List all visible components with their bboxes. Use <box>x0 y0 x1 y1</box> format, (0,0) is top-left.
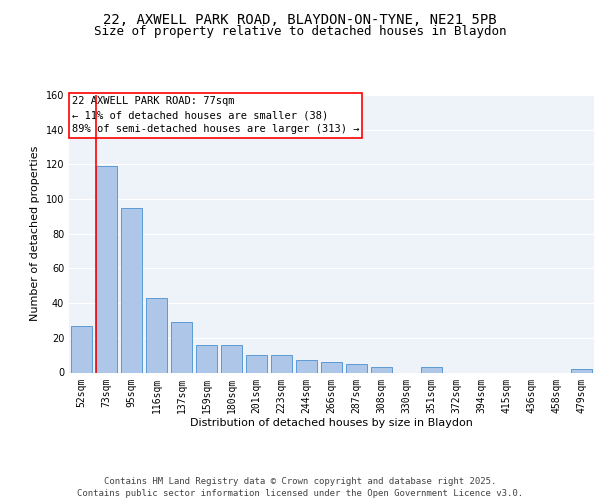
Text: Size of property relative to detached houses in Blaydon: Size of property relative to detached ho… <box>94 25 506 38</box>
Bar <box>171 322 192 372</box>
Y-axis label: Number of detached properties: Number of detached properties <box>30 146 40 322</box>
Bar <box>96 166 117 372</box>
Bar <box>421 368 442 372</box>
Bar <box>321 362 342 372</box>
Bar <box>121 208 142 372</box>
Text: 22, AXWELL PARK ROAD, BLAYDON-ON-TYNE, NE21 5PB: 22, AXWELL PARK ROAD, BLAYDON-ON-TYNE, N… <box>103 12 497 26</box>
Text: Contains HM Land Registry data © Crown copyright and database right 2025.
Contai: Contains HM Land Registry data © Crown c… <box>77 476 523 498</box>
Bar <box>371 368 392 372</box>
Bar <box>346 364 367 372</box>
Bar <box>246 355 267 372</box>
Bar <box>271 355 292 372</box>
Bar <box>221 345 242 372</box>
Bar <box>196 345 217 372</box>
X-axis label: Distribution of detached houses by size in Blaydon: Distribution of detached houses by size … <box>190 418 473 428</box>
Bar <box>571 369 592 372</box>
Bar <box>71 326 92 372</box>
Bar <box>146 298 167 372</box>
Bar <box>296 360 317 372</box>
Text: 22 AXWELL PARK ROAD: 77sqm
← 11% of detached houses are smaller (38)
89% of semi: 22 AXWELL PARK ROAD: 77sqm ← 11% of deta… <box>71 96 359 134</box>
